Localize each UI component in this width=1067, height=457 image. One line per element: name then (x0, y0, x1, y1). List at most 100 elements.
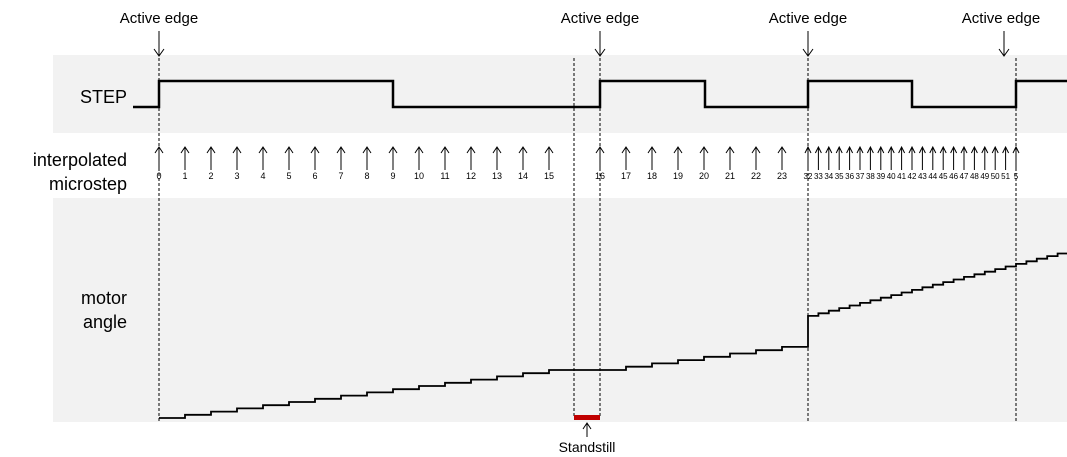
microstep-number: 43 (918, 172, 927, 181)
up-arrow-icon (725, 146, 735, 170)
up-arrow-icon (699, 146, 709, 170)
up-arrow-icon (877, 145, 885, 170)
standstill-label: Standstill (559, 439, 616, 455)
active-edge-label: Active edge (962, 10, 1040, 27)
angle-label: angle (83, 312, 127, 332)
microstep-arrows (154, 145, 1020, 170)
up-arrow-icon (310, 146, 320, 170)
microstep-number: 6 (312, 171, 317, 181)
interpolated-label: interpolated (33, 150, 127, 170)
microstep-number: 1 (182, 171, 187, 181)
up-arrow-icon (960, 145, 968, 170)
microstep-number: 5 (1014, 172, 1019, 181)
microstep-number: 4 (260, 171, 265, 181)
up-arrow-icon (918, 145, 926, 170)
microstep-number: 20 (699, 171, 709, 181)
up-arrow-icon (846, 145, 854, 170)
microstep-number: 10 (414, 171, 424, 181)
microstep-number: 35 (835, 172, 844, 181)
microstep-number: 19 (673, 171, 683, 181)
up-arrow-icon (388, 146, 398, 170)
microstep-number: 15 (544, 171, 554, 181)
up-arrow-icon (866, 145, 874, 170)
up-arrow-icon (336, 146, 346, 170)
up-arrow-icon (777, 146, 787, 170)
motor-label: motor (81, 288, 127, 308)
up-arrow-icon (284, 146, 294, 170)
microstep-number: 42 (908, 172, 917, 181)
active-edge-label: Active edge (561, 10, 639, 27)
microstep-number: 48 (970, 172, 979, 181)
up-arrow-icon (1012, 145, 1020, 170)
microstep-number: 51 (1001, 172, 1010, 181)
up-arrow-icon (544, 146, 554, 170)
up-arrow-icon (751, 146, 761, 170)
microstep-numbers: 0 1 2 3 4 5 6 7 8 9 10 11 12 13 14 15 16 17 18 19 20 21 22 23 32… (156, 171, 1018, 181)
microstep-number: 44 (928, 172, 937, 181)
up-arrow-icon (970, 145, 978, 170)
microstep-number: 39 (876, 172, 885, 181)
up-arrow-icon (950, 145, 958, 170)
microstep-number: 17 (621, 171, 631, 181)
up-arrow-icon (898, 145, 906, 170)
microstep-number: 32 (804, 172, 813, 181)
microstep-number: 34 (824, 172, 833, 181)
microstep-number: 21 (725, 171, 735, 181)
microstep-number: 38 (866, 172, 875, 181)
microstep-number: 47 (960, 172, 969, 181)
up-arrow-icon (362, 146, 372, 170)
microstep-number: 40 (887, 172, 896, 181)
up-arrow-icon (647, 146, 657, 170)
up-arrow-icon (206, 146, 216, 170)
microstep-number: 14 (518, 171, 528, 181)
up-arrow-icon (232, 146, 242, 170)
up-arrow-icon (991, 145, 999, 170)
up-arrow-icon (856, 145, 864, 170)
active-edge-label: Active edge (120, 10, 198, 27)
motor-angle-staircase (159, 252, 1067, 419)
microstep-number: 23 (777, 171, 787, 181)
up-arrow-icon (258, 146, 268, 170)
standstill-bar (574, 415, 600, 420)
microstep-number: 7 (338, 171, 343, 181)
up-arrow-icon (1002, 145, 1010, 170)
microstep-number: 50 (991, 172, 1000, 181)
microstep-number: 12 (466, 171, 476, 181)
up-arrow-icon (621, 146, 631, 170)
down-arrow-icon (998, 31, 1010, 57)
microstep-number: 11 (440, 171, 449, 181)
up-arrow-icon (908, 145, 916, 170)
microstep-number: 5 (286, 171, 291, 181)
up-arrow-icon (466, 146, 476, 170)
microstep-number: 49 (980, 172, 989, 181)
up-arrow-icon (518, 146, 528, 170)
up-arrow-icon (492, 146, 502, 170)
up-arrow-icon (180, 146, 190, 170)
up-arrow-icon (929, 145, 937, 170)
microstep-label: microstep (49, 174, 127, 194)
active-edge-markers: Active edge Active edge Active edge Acti… (120, 10, 1040, 57)
active-edge-label: Active edge (769, 10, 847, 27)
microstep-number: 0 (156, 171, 161, 181)
microstep-number: 45 (939, 172, 948, 181)
microstep-number: 41 (897, 172, 906, 181)
microstep-number: 46 (949, 172, 958, 181)
up-arrow-icon (154, 146, 164, 170)
motor-angle-band (53, 198, 1067, 422)
up-arrow-icon (887, 145, 895, 170)
up-arrow-icon (440, 146, 450, 170)
microstep-number: 13 (492, 171, 502, 181)
microstep-number: 16 (595, 171, 605, 181)
microstep-number: 37 (856, 172, 865, 181)
up-arrow-icon (582, 422, 592, 437)
up-arrow-icon (804, 145, 812, 170)
up-arrow-icon (595, 146, 605, 170)
up-arrow-icon (814, 145, 822, 170)
up-arrow-icon (414, 146, 424, 170)
microstep-number: 22 (751, 171, 761, 181)
up-arrow-icon (673, 146, 683, 170)
step-waveform (133, 79, 1067, 109)
microstep-number: 33 (814, 172, 823, 181)
up-arrow-icon (939, 145, 947, 170)
